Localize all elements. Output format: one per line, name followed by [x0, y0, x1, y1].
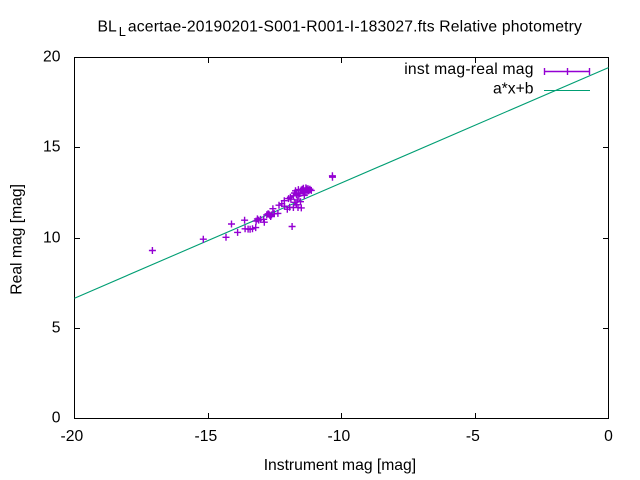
svg-text:acertae-20190201-S001-R001-I-1: acertae-20190201-S001-R001-I-183027.fts …	[128, 19, 582, 36]
svg-text:a*x+b: a*x+b	[493, 80, 534, 97]
svg-text:-5: -5	[466, 428, 480, 445]
svg-text:20: 20	[43, 49, 61, 66]
svg-text:L: L	[119, 24, 126, 39]
svg-text:-15: -15	[195, 428, 218, 445]
svg-text:inst mag-real mag: inst mag-real mag	[404, 61, 533, 78]
svg-text:-20: -20	[61, 428, 84, 445]
svg-text:BL: BL	[98, 19, 117, 36]
svg-text:5: 5	[52, 320, 61, 337]
svg-text:Instrument mag [mag]: Instrument mag [mag]	[264, 457, 416, 474]
svg-text:15: 15	[43, 139, 61, 156]
svg-text:10: 10	[43, 230, 61, 247]
svg-text:-10: -10	[328, 428, 351, 445]
svg-text:0: 0	[604, 428, 613, 445]
svg-text:0: 0	[52, 410, 61, 427]
svg-text:Real mag [mag]: Real mag [mag]	[9, 184, 26, 295]
